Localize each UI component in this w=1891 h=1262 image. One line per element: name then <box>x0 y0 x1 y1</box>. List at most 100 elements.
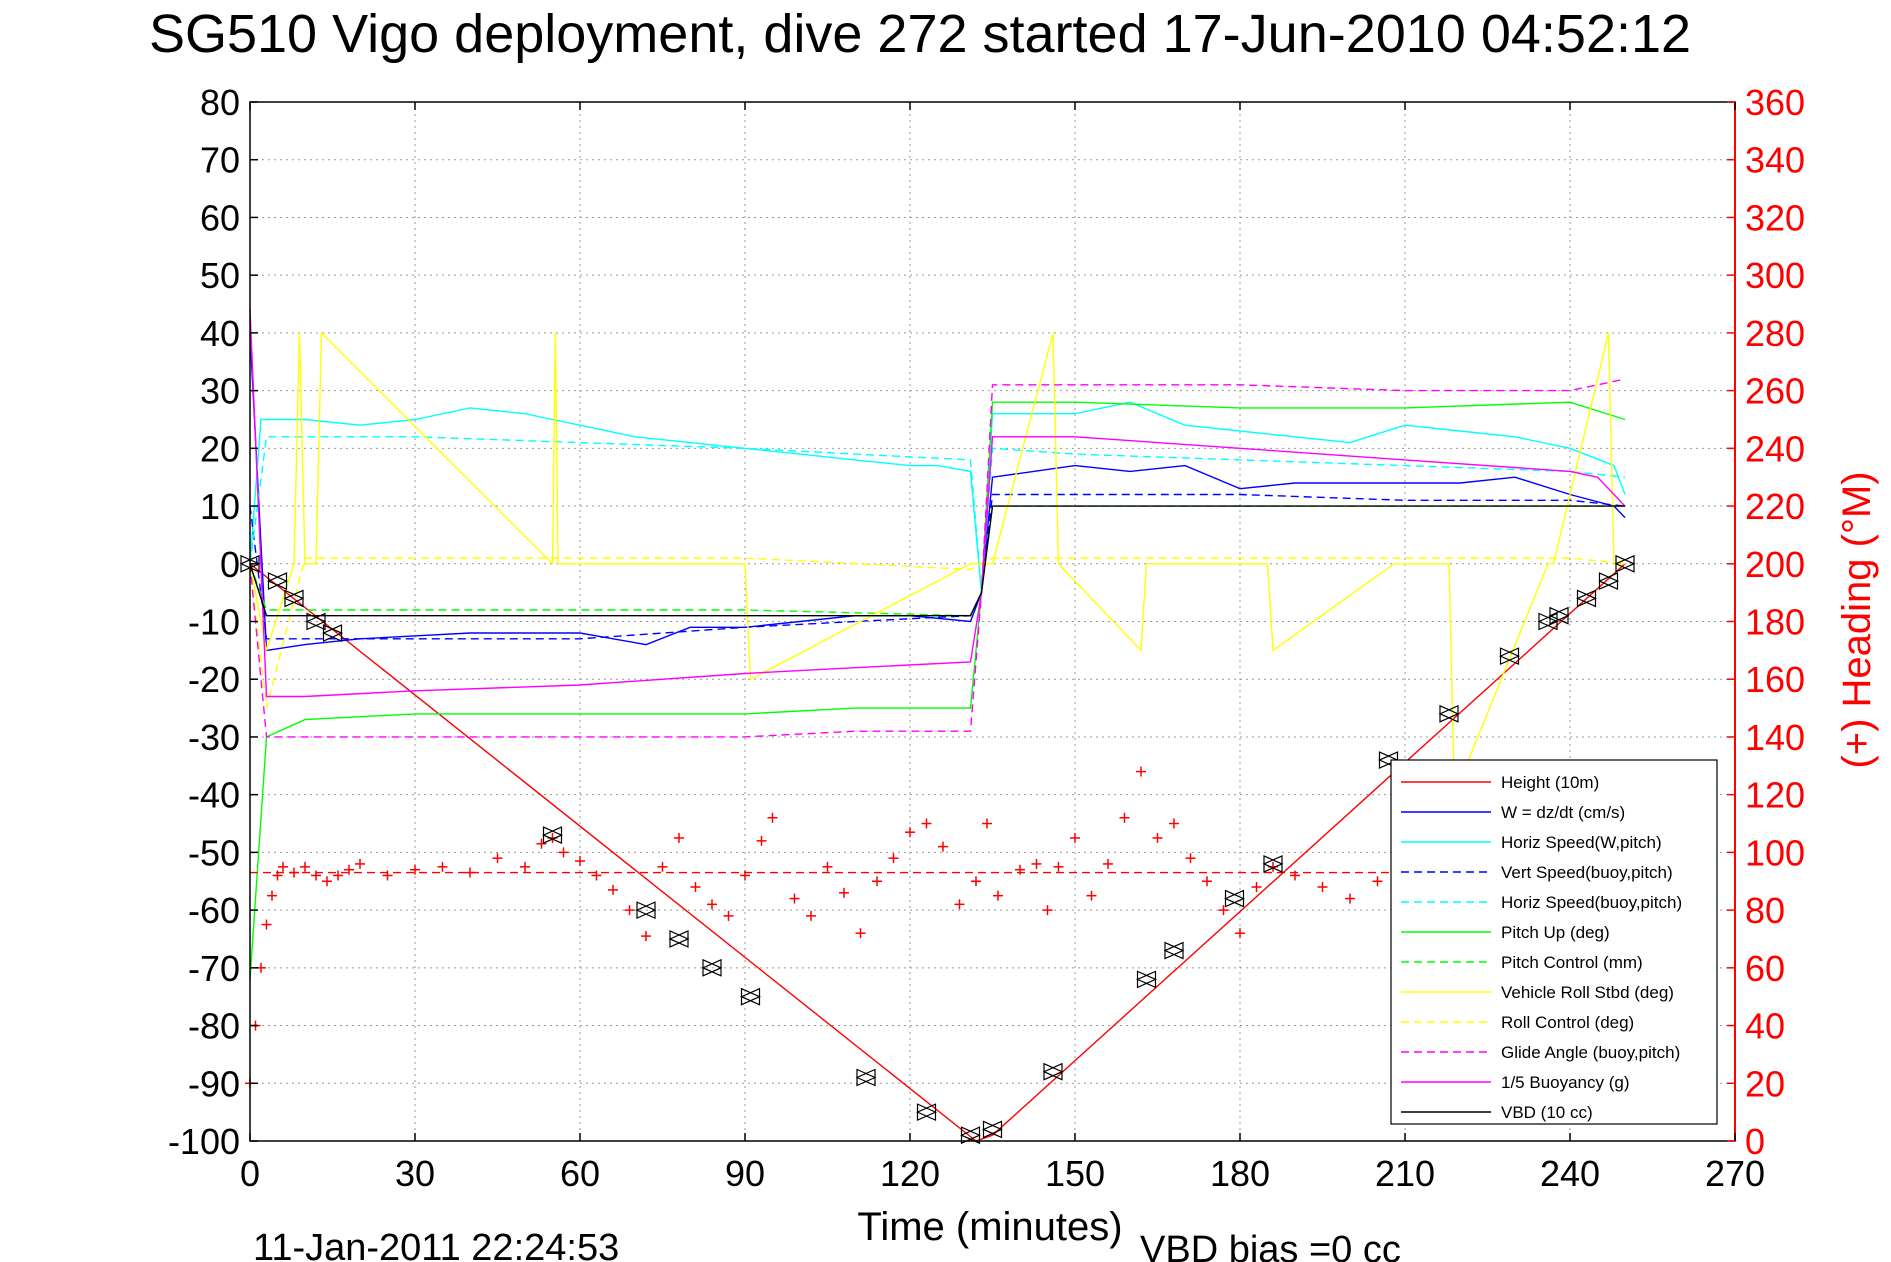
y-tick-label-left: -60 <box>188 890 240 931</box>
heading-point <box>657 861 668 872</box>
y-tick-label-right: 60 <box>1745 948 1785 989</box>
heading-point <box>382 870 393 881</box>
heading-point <box>289 867 299 878</box>
height-marker <box>267 572 288 591</box>
heading-point <box>1031 858 1042 869</box>
y-tick-label-right: 320 <box>1745 197 1805 238</box>
series-line <box>249 493 1626 640</box>
height-marker <box>1548 606 1570 625</box>
height-marker <box>1499 647 1520 666</box>
heading-point <box>1372 876 1383 887</box>
height-marker <box>283 589 305 608</box>
heading-point <box>608 884 618 895</box>
height-marker <box>1614 554 1636 573</box>
series-line <box>249 378 1626 738</box>
footer-vbd-bias: VBD bias =0 cc <box>1140 1229 1401 1262</box>
legend-label: Horiz Speed(buoy,pitch) <box>1501 893 1682 912</box>
heading-point <box>465 867 475 878</box>
y-tick-label-right: 340 <box>1745 140 1805 181</box>
y-tick-label-right: 160 <box>1745 659 1805 700</box>
x-axis: 0 30 60 90 120 150 180 210 240 270 <box>240 102 1765 1194</box>
heading-point <box>591 870 602 881</box>
legend-item: VBD (10 cc) <box>1401 1103 1593 1122</box>
y-tick-label-left: 50 <box>200 255 240 296</box>
legend-label: Glide Angle (buoy,pitch) <box>1501 1043 1680 1062</box>
heading-point <box>740 870 750 881</box>
y-tick-label-right: 220 <box>1745 486 1805 527</box>
x-tick-label: 240 <box>1540 1153 1600 1194</box>
y-tick-label-right: 300 <box>1745 255 1805 296</box>
heading-point <box>1015 864 1025 875</box>
heading-point <box>536 838 547 849</box>
heading-point <box>993 890 1003 901</box>
y-axis-right: 3603403203002802602402202001801601401201… <box>1727 82 1805 1162</box>
heading-point <box>1185 853 1196 864</box>
heading-point <box>261 919 272 930</box>
y-tick-label-right: 180 <box>1745 602 1805 643</box>
y-tick-label-right: 240 <box>1745 428 1805 469</box>
y-tick-label-left: -90 <box>188 1063 240 1104</box>
series-line <box>249 332 1626 652</box>
legend-item: Vert Speed(buoy,pitch) <box>1401 863 1673 882</box>
x-tick-label: 150 <box>1045 1153 1105 1194</box>
height-marker <box>740 987 761 1006</box>
heading-point <box>905 827 915 838</box>
heading-point <box>1169 818 1179 829</box>
heading-point <box>1042 905 1053 916</box>
heading-point <box>333 870 343 881</box>
series-line <box>249 557 1626 709</box>
heading-point <box>311 870 321 881</box>
height-marker <box>701 958 723 977</box>
heading-point <box>278 861 288 872</box>
series-line <box>249 436 1626 593</box>
x-tick-label: 270 <box>1705 1153 1765 1194</box>
height-marker <box>322 624 343 642</box>
x-tick-label: 60 <box>560 1153 600 1194</box>
heading-point <box>888 853 899 864</box>
legend-item: Pitch Control (mm) <box>1401 953 1643 972</box>
heading-point <box>872 876 882 887</box>
footer-timestamp: 11-Jan-2011 22:24:53 <box>253 1227 619 1262</box>
y-tick-label-right: 200 <box>1745 544 1805 585</box>
heading-point <box>1202 876 1212 887</box>
y-tick-label-left: -50 <box>188 832 240 873</box>
heading-point <box>1053 861 1064 872</box>
heading-point <box>558 847 569 858</box>
heading-point <box>410 864 420 875</box>
y-tick-label-right: 360 <box>1745 82 1805 123</box>
y-tick-label-left: 10 <box>200 486 240 527</box>
heading-point <box>707 899 717 910</box>
y-tick-label-left: 40 <box>200 313 240 354</box>
height-marker <box>1224 889 1245 908</box>
y-tick-label-right: 20 <box>1745 1063 1785 1104</box>
heading-point <box>789 893 800 904</box>
heading-point <box>767 812 778 823</box>
legend-label: Vehicle Roll Stbd (deg) <box>1501 983 1674 1002</box>
series-line <box>249 401 1626 593</box>
y-tick-label-left: 70 <box>200 140 240 181</box>
heading-point <box>954 899 965 910</box>
height-marker <box>542 826 563 844</box>
legend-label: Roll Control (deg) <box>1501 1013 1634 1032</box>
heading-point <box>1086 890 1097 901</box>
right-axis-title: (+) Heading (°M) <box>1835 471 1879 768</box>
height-marker <box>855 1068 877 1087</box>
heading-point <box>300 861 310 872</box>
y-tick-label-left: -10 <box>188 602 240 643</box>
heading-point <box>1152 832 1163 843</box>
height-marker <box>1163 941 1185 960</box>
heading-point <box>267 890 277 901</box>
y-tick-label-right: 80 <box>1745 890 1785 931</box>
heading-point <box>1103 858 1113 869</box>
legend: Height (10m) W = dz/dt (cm/s) Horiz Speed(… <box>1390 759 1718 1125</box>
x-tick-label: 210 <box>1375 1153 1435 1194</box>
series-line <box>249 331 1625 795</box>
height-marker <box>1537 612 1559 631</box>
legend-label: Height (10m) <box>1501 773 1599 792</box>
legend-box <box>1390 759 1718 1125</box>
y-tick-label-left: 80 <box>200 82 240 123</box>
heading-point <box>971 876 981 887</box>
series-line <box>249 401 1626 980</box>
heading-point <box>921 818 932 829</box>
